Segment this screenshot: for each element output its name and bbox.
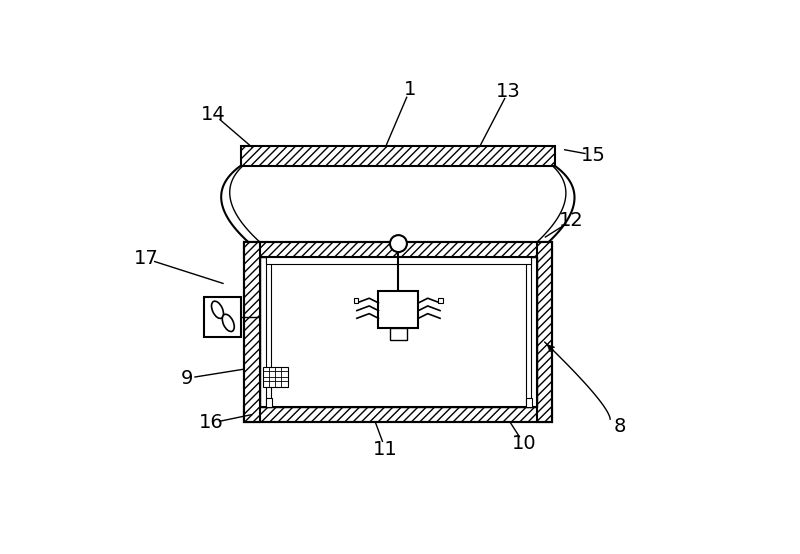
Text: 8: 8 (614, 417, 626, 437)
Bar (245, 242, 260, 422)
Bar (260, 258, 537, 407)
Bar (263, 367, 287, 387)
Text: 15: 15 (581, 146, 606, 165)
Bar (266, 398, 272, 407)
Ellipse shape (222, 314, 234, 331)
Text: 17: 17 (134, 249, 159, 269)
Bar (205, 297, 242, 337)
Bar (537, 242, 553, 422)
Bar (266, 258, 270, 407)
Bar (526, 258, 531, 407)
Text: 1: 1 (404, 80, 416, 99)
Bar (378, 290, 418, 327)
Bar (266, 258, 531, 264)
Bar (245, 242, 553, 258)
Bar (245, 407, 553, 422)
Text: 12: 12 (559, 211, 584, 230)
Text: 10: 10 (512, 434, 536, 453)
Polygon shape (230, 166, 566, 242)
Ellipse shape (211, 301, 223, 319)
Text: 13: 13 (496, 81, 521, 101)
Bar (241, 146, 554, 166)
Bar (438, 298, 443, 303)
Text: 11: 11 (373, 440, 398, 459)
Text: 14: 14 (202, 105, 226, 124)
Text: 9: 9 (181, 369, 193, 388)
Text: 16: 16 (199, 413, 224, 433)
Bar (526, 398, 533, 407)
Bar (390, 327, 407, 340)
Circle shape (390, 235, 407, 252)
Bar (245, 242, 553, 422)
Bar (354, 298, 358, 303)
